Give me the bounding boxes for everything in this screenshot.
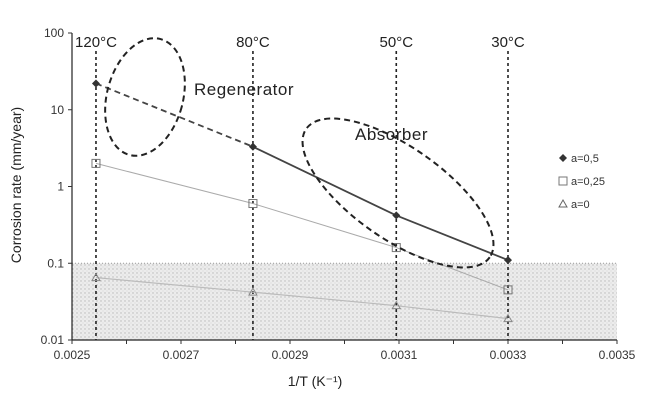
x-tick-label: 0.0025 (54, 348, 91, 362)
series-line-segment (95, 277, 253, 293)
series-line-segment (252, 203, 397, 249)
data-point-square (248, 199, 258, 209)
temperature-label: 80°C (236, 34, 270, 51)
temperature-label: 50°C (380, 34, 414, 51)
regenerator-ellipse (104, 37, 186, 157)
legend-label: a=0 (571, 199, 590, 211)
legend-marker-diamond (559, 154, 567, 162)
x-tick-label: 0.0035 (599, 348, 636, 362)
legend-marker-triangle (558, 198, 568, 208)
data-point-triangle (248, 287, 258, 296)
absorber-label: Absorber (355, 125, 428, 144)
y-tick-label: 100 (44, 26, 64, 40)
series-line-segment (95, 82, 254, 148)
data-point-square (503, 285, 513, 295)
series-line-segment (252, 291, 397, 307)
regenerator-label: Regenerator (194, 80, 294, 99)
series-line-segment (396, 247, 509, 291)
y-axis-title: Corrosion rate (mm/year) (8, 107, 24, 263)
legend-marker-square (558, 176, 568, 186)
data-point-diamond (91, 79, 100, 88)
series-line-segment (395, 214, 509, 261)
x-tick-label: 0.0033 (490, 348, 527, 362)
absorber-ellipse (301, 117, 495, 269)
series-line-segment (252, 145, 397, 217)
legend: a=0,5 a=0,25 a=0 (558, 153, 605, 211)
data-point-diamond (504, 256, 512, 265)
data-point-triangle (391, 300, 402, 310)
data-point-triangle (91, 272, 101, 282)
y-tick-label: 1 (57, 180, 64, 194)
data-point-square (391, 243, 401, 253)
data-point-diamond (248, 142, 257, 151)
legend-label: a=0,5 (571, 153, 599, 165)
x-tick-label: 0.0029 (272, 348, 309, 362)
legend-label: a=0,25 (571, 176, 605, 188)
temperature-label: 30°C (491, 34, 525, 51)
y-tick-label: 0.1 (47, 256, 64, 270)
temperature-label: 120°C (75, 34, 117, 51)
data-point-diamond (392, 211, 401, 220)
series-line-segment (95, 162, 254, 205)
x-tick-label: 0.0027 (163, 348, 200, 362)
shaded-region (72, 263, 617, 340)
data-point-triangle (503, 313, 513, 323)
series-line-segment (396, 305, 509, 320)
data-point-square (91, 158, 101, 168)
x-axis-title: 1/T (K⁻¹) (288, 373, 343, 389)
x-tick-label: 0.0031 (381, 348, 418, 362)
y-tick-label: 10 (51, 103, 65, 117)
y-tick-label: 0.01 (41, 333, 65, 347)
